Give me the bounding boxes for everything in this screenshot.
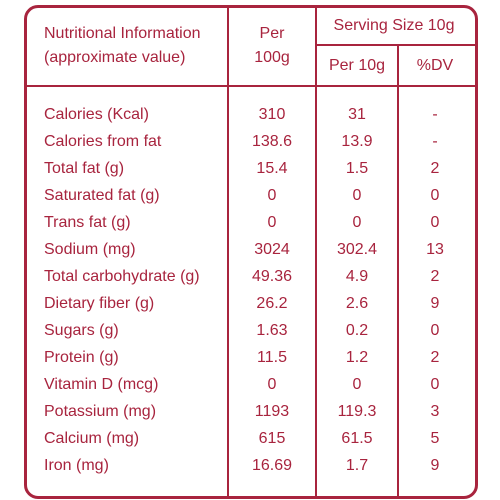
per-100g-value: 1193 <box>254 403 290 420</box>
column-divider <box>397 45 399 496</box>
nutrient-name: Total fat (g) <box>44 160 125 177</box>
nutrient-name: Sugars (g) <box>44 322 119 339</box>
daily-value: 0 <box>430 187 440 204</box>
table-row: Calories from fat 138.6 13.9 - <box>27 131 475 158</box>
nutrient-name: Potassium (mg) <box>44 403 157 420</box>
table-row: Dietary fiber (g) 26.2 2.6 9 <box>27 293 475 320</box>
per-100g-column-header: Per 100g <box>254 25 290 66</box>
daily-value: - <box>432 106 438 123</box>
per-100g-value: 49.36 <box>251 268 293 285</box>
table-row: Total carbohydrate (g) 49.36 4.9 2 <box>27 266 475 293</box>
nutrient-name: Trans fat (g) <box>44 214 131 231</box>
table-row: Trans fat (g) 0 0 0 <box>27 212 475 239</box>
daily-value: 0 <box>430 376 440 393</box>
per-10g-value: 31 <box>348 106 366 123</box>
per-10g-value: 0.2 <box>345 322 369 339</box>
per-100g-value: 0 <box>267 214 277 231</box>
nutrient-name: Dietary fiber (g) <box>44 295 155 312</box>
per-10g-value: 0 <box>352 214 362 231</box>
table-row: Potassium (mg) 1193 119.3 3 <box>27 401 475 428</box>
per-100g-value: 11.5 <box>257 349 287 366</box>
table-row: Protein (g) 11.5 1.2 2 <box>27 347 475 374</box>
nutrient-column-header: Nutritional Information (approximate val… <box>44 25 201 66</box>
nutrient-name: Calories (Kcal) <box>44 106 149 123</box>
per-10g-value: 4.9 <box>345 268 369 285</box>
header-divider <box>27 85 475 87</box>
nutrient-name: Saturated fat (g) <box>44 187 160 204</box>
daily-value: 2 <box>430 349 440 366</box>
per-10g-value: 1.7 <box>345 457 369 474</box>
daily-value-column-header: %DV <box>416 57 454 74</box>
nutrient-name: Vitamin D (mcg) <box>44 376 159 393</box>
per-100g-value: 26.2 <box>256 295 288 312</box>
daily-value: 3 <box>430 403 440 420</box>
per-10g-value: 1.2 <box>345 349 369 366</box>
per-100g-value: 0 <box>267 187 277 204</box>
per-100g-value: 138.6 <box>251 133 293 150</box>
per-10g-value: 0 <box>352 187 362 204</box>
per-100g-value: 16.69 <box>251 457 293 474</box>
per-10g-value: 61.5 <box>341 430 373 447</box>
daily-value: 2 <box>430 160 440 177</box>
per-10g-value: 302.4 <box>336 241 378 258</box>
per-100g-value: 0 <box>267 376 277 393</box>
serving-size-header: Serving Size 10g <box>333 17 455 34</box>
daily-value: 0 <box>430 214 440 231</box>
table-row: Vitamin D (mcg) 0 0 0 <box>27 374 475 401</box>
per-100g-value: 3024 <box>254 241 290 258</box>
daily-value: 0 <box>430 322 440 339</box>
daily-value: 9 <box>430 457 440 474</box>
table-row: Total fat (g) 15.4 1.5 2 <box>27 158 475 185</box>
per-100g-value: 1.63 <box>256 322 288 339</box>
serving-divider <box>315 44 475 46</box>
per-100g-value: 615 <box>258 430 286 447</box>
per-10g-value: 119.3 <box>337 403 377 420</box>
column-divider <box>227 8 229 496</box>
per-10g-value: 1.5 <box>345 160 369 177</box>
table-row: Iron (mg) 16.69 1.7 9 <box>27 455 475 482</box>
table-row: Calcium (mg) 615 61.5 5 <box>27 428 475 455</box>
daily-value: 2 <box>430 268 440 285</box>
table-row: Saturated fat (g) 0 0 0 <box>27 185 475 212</box>
daily-value: - <box>432 133 438 150</box>
daily-value: 9 <box>430 295 440 312</box>
per-100g-value: 310 <box>258 106 286 123</box>
nutrient-name: Total carbohydrate (g) <box>44 268 200 285</box>
daily-value: 13 <box>426 241 444 258</box>
table-row: Sodium (mg) 3024 302.4 13 <box>27 239 475 266</box>
nutrient-name: Iron (mg) <box>44 457 109 474</box>
column-divider <box>315 8 317 496</box>
daily-value: 5 <box>430 430 440 447</box>
table-row: Calories (Kcal) 310 31 - <box>27 104 475 131</box>
per-100g-value: 15.4 <box>256 160 288 177</box>
per-10g-value: 13.9 <box>341 133 373 150</box>
per-10g-value: 0 <box>352 376 362 393</box>
per-10g-value: 2.6 <box>345 295 369 312</box>
nutrient-name: Calories from fat <box>44 133 162 150</box>
nutrient-rows: Calories (Kcal) 310 31 - Calories from fat 13… <box>27 104 475 482</box>
nutrient-name: Protein (g) <box>44 349 119 366</box>
nutrient-name: Sodium (mg) <box>44 241 136 258</box>
per-10g-column-header: Per 10g <box>328 57 386 74</box>
nutrition-table: Nutritional Information (approximate val… <box>24 5 478 499</box>
nutrient-name: Calcium (mg) <box>44 430 140 447</box>
table-row: Sugars (g) 1.63 0.2 0 <box>27 320 475 347</box>
